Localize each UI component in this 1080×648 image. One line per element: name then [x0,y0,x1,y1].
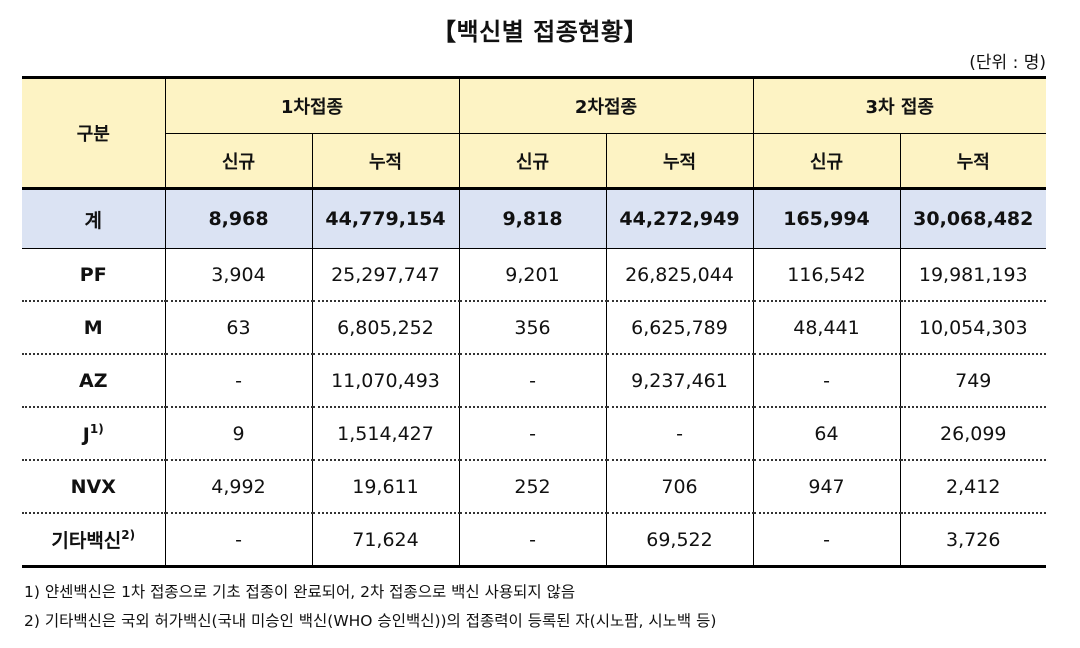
unit-label: (단위 : 명) [969,53,1046,73]
table-cell: 19,611 [311,460,459,514]
header-cumulative: 누적 [311,133,459,190]
page-title: 【백신별 접종현황】 [432,18,648,46]
row-label: NVX [22,460,165,514]
table-cell: 706 [605,460,753,514]
footnote-marker: 2) [121,528,136,542]
total-label: 계 [22,188,165,249]
table-cell: 26,825,044 [605,248,753,302]
footnotes: 1) 얀센백신은 1차 접종으로 기초 접종이 완료되어, 2차 접종으로 백신… [24,578,716,636]
header-cumulative: 누적 [899,133,1047,190]
table-cell: - [164,354,312,408]
table-cell: - [458,407,606,461]
total-row: 계 8,968 44,779,154 9,818 44,272,949 165,… [22,188,1047,249]
table-cell: 4,992 [164,460,312,514]
table-cell: 356 [458,301,606,355]
table-cell: 63 [164,301,312,355]
table-cell: 9 [164,407,312,461]
table-row: J1) 9 1,514,427- -64 26,099 [22,407,1047,461]
table-cell: 9,237,461 [605,354,753,408]
table-cell: - [458,354,606,408]
table-cell: 64 [752,407,900,461]
row-label: 기타백신2) [22,513,165,568]
row-label-text: M [83,316,103,339]
table-cell: 947 [752,460,900,514]
row-label: AZ [22,354,165,408]
footnote-2: 2) 기타백신은 국외 허가백신(국내 미승인 백신(WHO 승인백신))의 접… [24,612,717,630]
table-cell: 3,904 [164,248,312,302]
row-label-text: 기타백신 [51,530,122,552]
footnote-marker: 1) [89,421,104,436]
table-cell: - [164,513,312,568]
table-row: NVX 4,992 19,611 252 706 947 2,412 [22,460,1047,514]
table-cell: 9,201 [458,248,606,302]
table-row: AZ -11,070,493-9,237,461-749 [22,354,1047,408]
table-cell: 19,981,193 [899,248,1047,302]
table-cell: 749 [899,354,1047,408]
table-cell: 3,726 [899,513,1047,568]
table-cell: 6,805,252 [311,301,459,355]
table-cell: 8,968 [164,188,312,249]
row-label-text: AZ [79,369,108,392]
vaccination-table: 구분 1차접종 2차접종 3차 접종 신규 누적 신규 누적 신규 누적 계 8… [22,76,1047,568]
table-cell: 252 [458,460,606,514]
table-cell: 165,994 [752,188,900,249]
table-cell: 116,542 [752,248,900,302]
header-group: 구분 [22,76,165,190]
table-cell: 30,068,482 [899,188,1047,249]
table-row: 기타백신2) -71,624-69,522-3,726 [22,513,1047,568]
row-label-text: J [82,423,90,446]
table-cell: 9,818 [458,188,606,249]
header-dose2: 2차접종 [458,76,753,134]
row-label: PF [22,248,165,302]
table-cell: 1,514,427 [311,407,459,461]
table-cell: - [752,354,900,408]
footnote-1: 1) 얀센백신은 1차 접종으로 기초 접종이 완료되어, 2차 접종으로 백신… [24,583,576,601]
table-cell: 10,054,303 [899,301,1047,355]
table-cell: 2,412 [899,460,1047,514]
table-cell: - [752,513,900,568]
table-cell: 44,272,949 [605,188,753,249]
table-cell: - [458,513,606,568]
table-cell: - [605,407,753,461]
row-label: M [22,301,165,355]
row-label-text: NVX [70,475,116,498]
table-row: M 63 6,805,252 356 6,625,789 48,441 10,054,303 [22,301,1047,355]
header-new: 신규 [164,133,312,190]
table-row: PF 3,904 25,297,747 9,201 26,825,044 116,542 1… [22,248,1047,302]
table-cell: 11,070,493 [311,354,459,408]
table-cell: 6,625,789 [605,301,753,355]
table-cell: 26,099 [899,407,1047,461]
header-cumulative: 누적 [605,133,753,190]
header-dose3: 3차 접종 [752,76,1047,134]
table-cell: 48,441 [752,301,900,355]
table-cell: 71,624 [311,513,459,568]
table-cell: 69,522 [605,513,753,568]
row-label: J1) [22,407,165,461]
header-new: 신규 [458,133,606,190]
table-cell: 25,297,747 [311,248,459,302]
header-new: 신규 [752,133,900,190]
header-dose1: 1차접종 [164,76,459,134]
table-cell: 44,779,154 [311,188,459,249]
row-label-text: PF [79,263,107,286]
